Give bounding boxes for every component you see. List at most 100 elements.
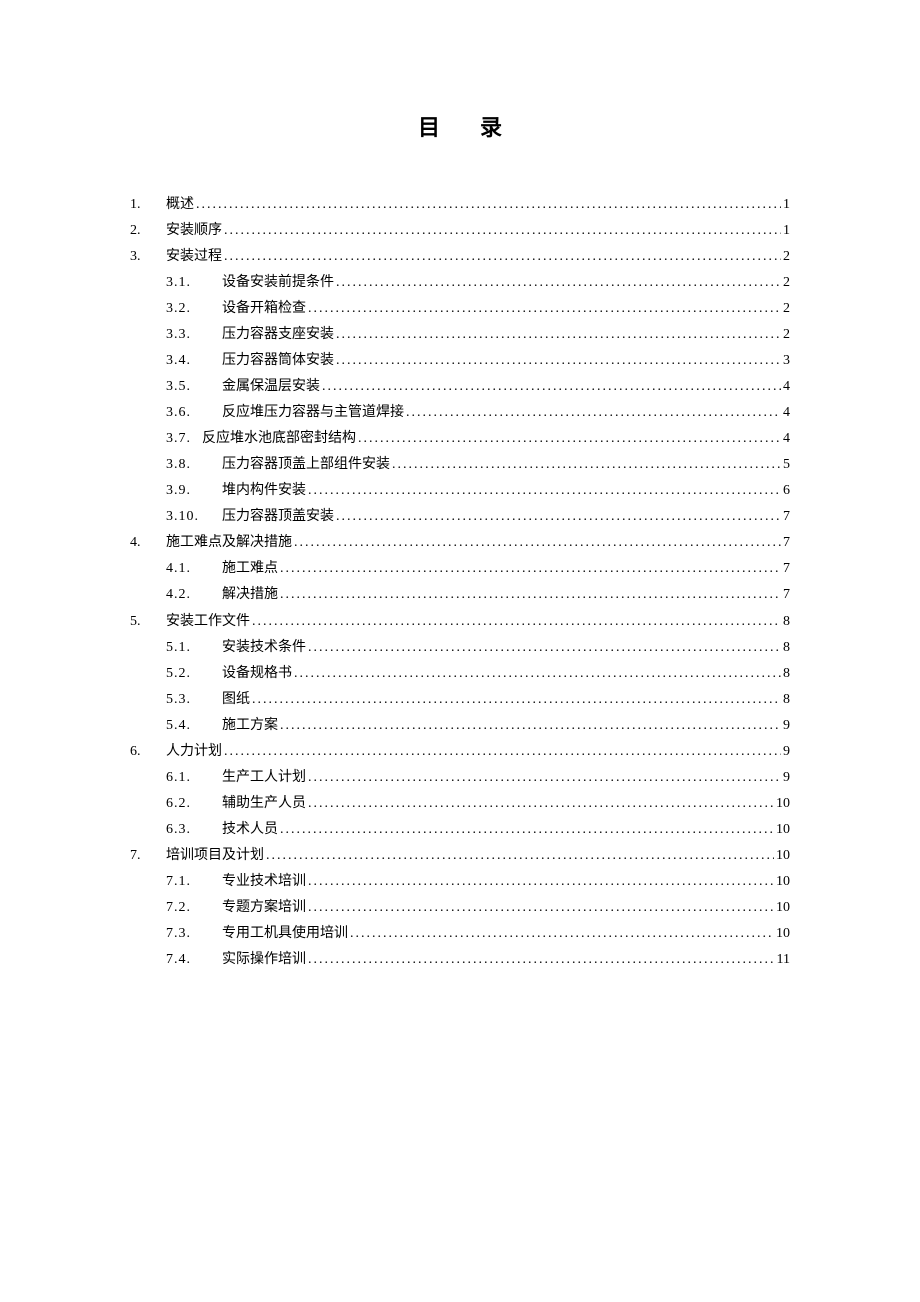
toc-entry-page: 8 xyxy=(783,661,790,687)
toc-entry-number: 3.6. xyxy=(166,400,202,426)
toc-entry-label: 安装顺序 xyxy=(166,218,222,244)
toc-entry-page: 10 xyxy=(776,791,790,817)
toc-entry-page: 7 xyxy=(783,582,790,608)
toc-entry-number: 4.1. xyxy=(166,556,202,582)
toc-entry-number: 5.1. xyxy=(166,635,202,661)
toc-entry-page: 3 xyxy=(783,348,790,374)
toc-leader-dots xyxy=(308,765,781,791)
toc-leader-dots xyxy=(280,817,774,843)
toc-list: 1.概述12.安装顺序13.安装过程23.1.设备安装前提条件23.2.设备开箱… xyxy=(130,192,790,973)
toc-entry-label: 实际操作培训 xyxy=(222,947,306,973)
toc-entry-number: 6. xyxy=(130,739,166,765)
toc-entry-label: 设备开箱检查 xyxy=(222,296,306,322)
toc-entry-page: 4 xyxy=(783,400,790,426)
toc-entry-label: 技术人员 xyxy=(222,817,278,843)
toc-entry: 7.1.专业技术培训10 xyxy=(130,869,790,895)
toc-entry-page: 8 xyxy=(783,635,790,661)
toc-entry-label: 专题方案培训 xyxy=(222,895,306,921)
toc-entry: 3.2.设备开箱检查2 xyxy=(130,296,790,322)
toc-entry: 6.2.辅助生产人员10 xyxy=(130,791,790,817)
toc-entry-label: 概述 xyxy=(166,192,194,218)
toc-entry: 5.2. 设备规格书 8 xyxy=(130,661,790,687)
toc-entry-number: 3.3. xyxy=(166,322,202,348)
toc-entry-page: 4 xyxy=(783,374,790,400)
toc-entry-page: 7 xyxy=(783,530,790,556)
toc-entry-number: 3. xyxy=(130,244,166,270)
toc-entry-label: 辅助生产人员 xyxy=(222,791,306,817)
toc-entry-label: 金属保温层安装 xyxy=(222,374,320,400)
toc-leader-dots xyxy=(336,504,781,530)
toc-leader-dots xyxy=(350,921,774,947)
toc-entry-page: 7 xyxy=(783,504,790,530)
toc-entry-label: 压力容器支座安装 xyxy=(222,322,334,348)
toc-leader-dots xyxy=(308,895,774,921)
toc-entry: 3.9.堆内构件安装6 xyxy=(130,478,790,504)
toc-entry: 2.安装顺序1 xyxy=(130,218,790,244)
toc-leader-dots xyxy=(406,400,781,426)
toc-entry-number: 5.2. xyxy=(166,661,202,687)
toc-entry-label: 生产工人计划 xyxy=(222,765,306,791)
toc-leader-dots xyxy=(224,244,781,270)
toc-entry-page: 11 xyxy=(777,947,790,973)
toc-entry: 6.1.生产工人计划9 xyxy=(130,765,790,791)
toc-entry-label: 人力计划 xyxy=(166,739,222,765)
toc-entry: 6.人力计划9 xyxy=(130,739,790,765)
toc-entry: 3.3. 压力容器支座安装 2 xyxy=(130,322,790,348)
toc-entry: 7.4. 实际操作培训 11 xyxy=(130,947,790,973)
toc-entry-page: 1 xyxy=(783,192,790,218)
toc-entry-number: 2. xyxy=(130,218,166,244)
toc-entry-label: 压力容器顶盖上部组件安装 xyxy=(222,452,390,478)
toc-entry-page: 2 xyxy=(783,322,790,348)
toc-entry-page: 2 xyxy=(783,244,790,270)
toc-entry-number: 3.7. xyxy=(166,426,202,452)
toc-entry: 6.3.技术人员10 xyxy=(130,817,790,843)
toc-entry: 3.4.压力容器筒体安装3 xyxy=(130,348,790,374)
toc-entry-page: 2 xyxy=(783,270,790,296)
toc-leader-dots xyxy=(224,739,781,765)
toc-entry-number: 7.4. xyxy=(166,947,202,973)
toc-entry-page: 4 xyxy=(783,426,790,452)
toc-entry-number: 4.2. xyxy=(166,582,202,608)
toc-entry: 5.4.施工方案9 xyxy=(130,713,790,739)
toc-entry-label: 安装技术条件 xyxy=(222,635,306,661)
toc-leader-dots xyxy=(252,687,781,713)
toc-entry-label: 专用工机具使用培训 xyxy=(222,921,348,947)
toc-entry: 3.8.压力容器顶盖上部组件安装5 xyxy=(130,452,790,478)
toc-leader-dots xyxy=(308,635,781,661)
toc-leader-dots xyxy=(336,270,781,296)
toc-entry: 7.培训项目及计划10 xyxy=(130,843,790,869)
toc-entry: 4.2.解决措施7 xyxy=(130,582,790,608)
toc-entry: 1.概述 1 xyxy=(130,192,790,218)
toc-leader-dots xyxy=(280,582,781,608)
toc-entry-label: 培训项目及计划 xyxy=(166,843,264,869)
toc-entry: 3.安装过程 2 xyxy=(130,244,790,270)
toc-entry-number: 7.3. xyxy=(166,921,202,947)
toc-entry-label: 设备规格书 xyxy=(222,661,292,687)
toc-entry: 3.6. 反应堆压力容器与主管道焊接 4 xyxy=(130,400,790,426)
toc-entry: 3.7.反应堆水池底部密封结构4 xyxy=(130,426,790,452)
toc-entry-label: 专业技术培训 xyxy=(222,869,306,895)
toc-entry-number: 1. xyxy=(130,192,166,218)
toc-entry-number: 5. xyxy=(130,609,166,635)
toc-leader-dots xyxy=(322,374,781,400)
toc-entry-number: 3.9. xyxy=(166,478,202,504)
toc-entry-page: 10 xyxy=(776,869,790,895)
toc-entry-label: 反应堆压力容器与主管道焊接 xyxy=(222,400,404,426)
toc-entry-number: 5.3. xyxy=(166,687,202,713)
toc-entry: 3.10.压力容器顶盖安装7 xyxy=(130,504,790,530)
toc-leader-dots xyxy=(308,296,781,322)
toc-entry-page: 10 xyxy=(776,895,790,921)
toc-entry-page: 9 xyxy=(783,765,790,791)
toc-entry: 3.5.金属保温层安装4 xyxy=(130,374,790,400)
toc-entry-number: 3.1. xyxy=(166,270,202,296)
toc-leader-dots xyxy=(266,843,774,869)
toc-entry-number: 3.8. xyxy=(166,452,202,478)
toc-leader-dots xyxy=(308,869,774,895)
toc-entry-label: 压力容器顶盖安装 xyxy=(222,504,334,530)
toc-entry-label: 安装过程 xyxy=(166,244,222,270)
toc-leader-dots xyxy=(308,478,781,504)
toc-entry: 5.1. 安装技术条件 8 xyxy=(130,635,790,661)
toc-entry-label: 设备安装前提条件 xyxy=(222,270,334,296)
toc-entry-number: 5.4. xyxy=(166,713,202,739)
toc-entry-label: 压力容器筒体安装 xyxy=(222,348,334,374)
